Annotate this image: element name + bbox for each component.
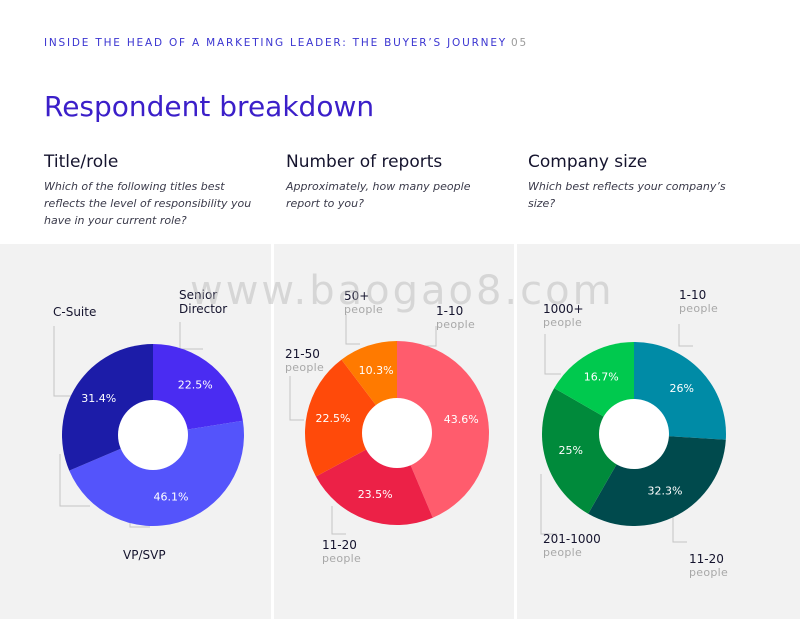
column-title: Company size [528, 152, 648, 172]
donut-slice [397, 341, 489, 518]
header-text: INSIDE THE HEAD OF A MARKETING LEADER: T… [44, 37, 507, 49]
donut-chart-number-of-reports: 43.6% 23.5% 22.5% 10.3% [289, 314, 489, 535]
page-number: 05 [510, 37, 528, 49]
donut-hole [118, 400, 188, 470]
column-question: Which best reflects your company’s size? [528, 180, 726, 210]
page-title: Respondent breakdown [44, 90, 375, 123]
chart-panel-company-size: 26% 32.3% 25% 16.7% 1000+ people 1-10 people … [517, 244, 800, 619]
slice-label-vp-svp: VP/SVP [123, 548, 166, 562]
slice-label-senior-director: Senior Director [179, 288, 228, 316]
watermark: www.baogao8.com [190, 268, 615, 314]
column-title: Number of reports [286, 152, 443, 172]
chart-panel-number-of-reports: 43.6% 23.5% 22.5% 10.3% 50+ people 1-10 peopl… [274, 244, 514, 619]
slice-label-11-20: 11-20 people [322, 538, 362, 565]
slice-value-label: 10.3% [359, 364, 394, 377]
slice-label-1000-plus: 1000+ people [543, 302, 584, 329]
donut-hole [599, 399, 669, 469]
slice-label-201-1000: 201-1000 people [543, 532, 601, 559]
report-header: INSIDE THE HEAD OF A MARKETING LEADER: T… [44, 37, 528, 49]
slice-label-1-10: 1-10 people [436, 304, 476, 331]
column-title: Title/role [44, 152, 119, 172]
slice-value-label: 25% [559, 444, 583, 457]
chart-panel-title-role: 22.5% 46.1% 31.4% C-Suite Senior Director … [0, 244, 271, 619]
donut-chart-title-role: 22.5% 46.1% 31.4% [53, 322, 244, 528]
slice-value-label: 16.7% [584, 370, 619, 383]
slice-value-label: 31.4% [81, 392, 116, 405]
donut-slice [542, 388, 634, 514]
donut-slice [69, 420, 244, 526]
slice-value-label: 22.5% [178, 379, 213, 392]
slice-label-50-plus: 50+ people [344, 289, 384, 316]
column-question: Approximately, how many people report to… [286, 180, 471, 210]
slice-value-label: 26% [670, 382, 694, 395]
donut-slice [305, 359, 397, 477]
slice-label-21-50: 21-50 people [285, 347, 325, 374]
slice-label-1-10: 1-10 people [679, 288, 719, 315]
slice-value-label: 32.3% [648, 485, 683, 498]
slice-value-label: 23.5% [358, 488, 393, 501]
donut-chart-company-size: 26% 32.3% 25% 16.7% [540, 324, 726, 543]
leader-lines [540, 324, 693, 543]
slice-value-label: 43.6% [444, 413, 479, 426]
slice-value-label: 22.5% [316, 412, 351, 425]
donut-hole [362, 398, 432, 468]
slice-value-label: 46.1% [153, 490, 188, 503]
column-question: Which of the following titles best refle… [44, 180, 252, 227]
slice-label-c-suite: C-Suite [53, 305, 97, 319]
column-company-size: Company size Which best reflects your co… [528, 152, 728, 212]
slice-label-11-20: 11-20 people [689, 552, 729, 579]
column-title-role: Title/role Which of the following titles… [44, 152, 264, 229]
column-number-of-reports: Number of reports Approximately, how man… [286, 152, 486, 212]
